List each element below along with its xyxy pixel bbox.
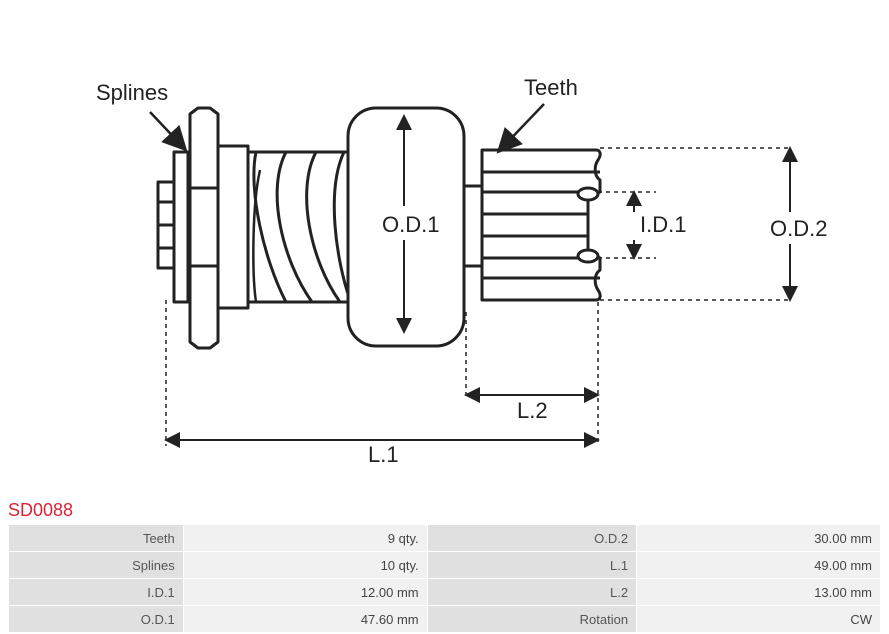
table-row: Splines 10 qty. L.1 49.00 mm bbox=[9, 552, 880, 578]
spec-value: CW bbox=[637, 606, 880, 632]
spec-label: Teeth bbox=[9, 525, 183, 551]
spec-value: 9 qty. bbox=[184, 525, 427, 551]
l2-label: L.2 bbox=[517, 398, 548, 423]
spec-label: Splines bbox=[9, 552, 183, 578]
spec-value: 47.60 mm bbox=[184, 606, 427, 632]
table-row: Teeth 9 qty. O.D.2 30.00 mm bbox=[9, 525, 880, 551]
id1-label: I.D.1 bbox=[640, 212, 686, 237]
spec-value: 49.00 mm bbox=[637, 552, 880, 578]
table-row: O.D.1 47.60 mm Rotation CW bbox=[9, 606, 880, 632]
spec-label: I.D.1 bbox=[9, 579, 183, 605]
table-row: I.D.1 12.00 mm L.2 13.00 mm bbox=[9, 579, 880, 605]
spec-value: 30.00 mm bbox=[637, 525, 880, 551]
technical-diagram: Splines Teeth O.D.1 O.D.2 I.D.1 L.1 L.2 bbox=[0, 0, 889, 490]
spec-label: O.D.2 bbox=[428, 525, 636, 551]
spec-value: 10 qty. bbox=[184, 552, 427, 578]
part-code: SD0088 bbox=[8, 500, 73, 521]
spec-label: L.2 bbox=[428, 579, 636, 605]
spec-label: O.D.1 bbox=[9, 606, 183, 632]
od2-label: O.D.2 bbox=[770, 216, 827, 241]
teeth-label: Teeth bbox=[524, 75, 578, 100]
spec-value: 12.00 mm bbox=[184, 579, 427, 605]
spec-value: 13.00 mm bbox=[637, 579, 880, 605]
spec-label: Rotation bbox=[428, 606, 636, 632]
l1-label: L.1 bbox=[368, 442, 399, 467]
splines-label: Splines bbox=[96, 80, 168, 105]
spec-label: L.1 bbox=[428, 552, 636, 578]
od1-label: O.D.1 bbox=[382, 212, 439, 237]
spec-table: Teeth 9 qty. O.D.2 30.00 mm Splines 10 q… bbox=[8, 524, 881, 633]
